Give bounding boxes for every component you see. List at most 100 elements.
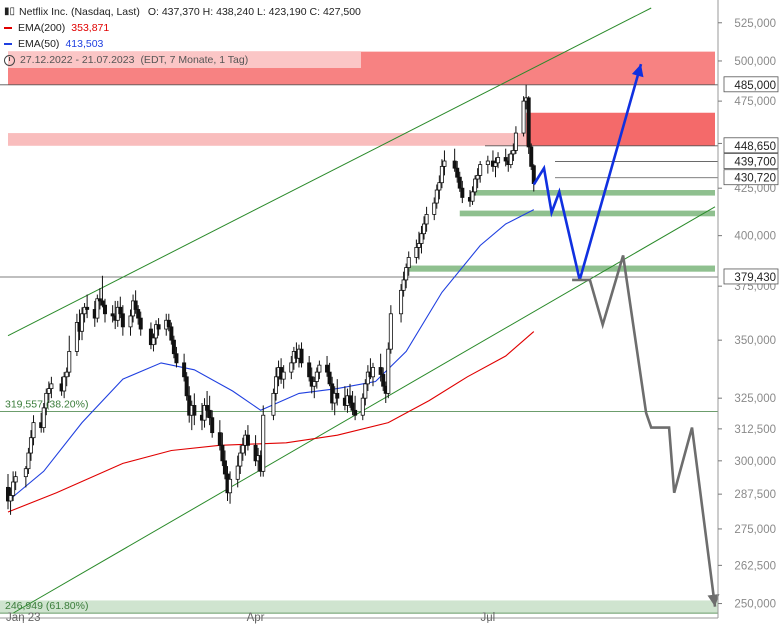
candle-body bbox=[496, 157, 501, 164]
ema50-label: EMA(50) bbox=[18, 38, 60, 50]
candle-body bbox=[182, 362, 187, 378]
candle-body bbox=[261, 414, 266, 472]
candle-body bbox=[100, 300, 105, 306]
y-tick-label: 425,000 bbox=[734, 183, 776, 195]
ema200-value: 353,871 bbox=[71, 22, 110, 34]
legend-title-row: ▮▯ Netflix Inc. (Nasdaq, Last) O: 437,37… bbox=[4, 4, 361, 20]
candle-body bbox=[174, 353, 179, 364]
candle-body bbox=[475, 174, 480, 180]
candle-body bbox=[325, 364, 330, 373]
legend-ema50[interactable]: EMA(50) 413,503 bbox=[4, 36, 361, 52]
candle-body bbox=[151, 337, 156, 346]
candle-body bbox=[511, 150, 516, 155]
candle-body bbox=[205, 405, 210, 411]
candle-body bbox=[312, 381, 317, 387]
candle-body bbox=[74, 322, 79, 352]
candle-body bbox=[317, 364, 322, 373]
candle-body bbox=[31, 422, 36, 439]
candle-body bbox=[307, 362, 312, 378]
candle-body bbox=[529, 146, 534, 167]
candle-body bbox=[416, 243, 421, 248]
level-badge-label: 379,430 bbox=[734, 272, 776, 284]
candle-body bbox=[28, 437, 33, 454]
level-badge-label: 430,720 bbox=[734, 173, 776, 185]
candle-body bbox=[485, 160, 490, 165]
y-tick-label: 400,000 bbox=[734, 231, 776, 243]
candle-body bbox=[26, 452, 31, 470]
candle-body bbox=[238, 452, 243, 467]
y-tick-label: 287,500 bbox=[734, 489, 776, 501]
y-tick-label: 262,500 bbox=[734, 560, 776, 572]
candle-body bbox=[365, 371, 370, 385]
candle-body bbox=[353, 409, 358, 416]
level-badge-box bbox=[723, 137, 779, 154]
candle-body bbox=[406, 257, 411, 268]
candle-body bbox=[128, 315, 133, 328]
candle-body bbox=[136, 309, 141, 319]
candle-body bbox=[240, 444, 245, 454]
ema50-value: 413,503 bbox=[65, 38, 104, 50]
x-axis: Jan 23 Apr Jul bbox=[6, 612, 495, 624]
candle-body bbox=[455, 167, 460, 178]
candle-body bbox=[401, 279, 406, 291]
y-tick-label: 312,500 bbox=[734, 424, 776, 436]
candle-body bbox=[508, 153, 513, 165]
date-range: 27.12.2022 - 21.07.2023 bbox=[20, 54, 135, 66]
candle-body bbox=[422, 223, 427, 235]
level-badge-box bbox=[723, 268, 779, 285]
candle-body bbox=[64, 371, 69, 378]
y-tick-label: 325,000 bbox=[734, 393, 776, 405]
candle-body bbox=[271, 392, 276, 416]
legend-ema200[interactable]: EMA(200) 353,871 bbox=[4, 20, 361, 36]
candle-body bbox=[437, 182, 442, 191]
fib-labels-layer: 319,557 (38.20%) 246,949 (61.80%) bbox=[5, 398, 88, 612]
candle-body bbox=[442, 160, 447, 167]
candle-body bbox=[493, 162, 498, 167]
candle-body bbox=[207, 409, 212, 419]
y-tick-label: 525,000 bbox=[734, 18, 776, 30]
candle-body bbox=[6, 486, 11, 502]
candle-body bbox=[473, 178, 478, 193]
candle-body bbox=[49, 383, 54, 389]
candle-body bbox=[513, 132, 518, 151]
candle-body bbox=[470, 191, 475, 202]
level-badge-box bbox=[723, 76, 779, 93]
candle-body bbox=[138, 317, 143, 330]
chart-legend: ▮▯ Netflix Inc. (Nasdaq, Last) O: 437,37… bbox=[4, 4, 361, 68]
candle-body bbox=[95, 298, 100, 319]
candle-body bbox=[202, 405, 207, 421]
candle-body bbox=[350, 402, 355, 411]
level-badge-box bbox=[723, 153, 779, 169]
candle-body bbox=[434, 189, 439, 204]
level-badge: 448,650 bbox=[723, 137, 779, 154]
candle-body bbox=[82, 306, 87, 315]
level-badge-label: 439,700 bbox=[734, 157, 776, 169]
candle-body bbox=[46, 388, 51, 394]
candle-body bbox=[439, 165, 444, 184]
y-tick-label: 300,000 bbox=[734, 456, 776, 468]
zone-resistance-light bbox=[8, 133, 527, 146]
candlestick-icon: ▮▯ bbox=[4, 6, 16, 17]
zone-fib-61 bbox=[0, 600, 718, 614]
zone-support-1 bbox=[475, 190, 715, 196]
candle-body bbox=[217, 432, 222, 446]
y-tick-label: 350,000 bbox=[734, 335, 776, 347]
level-badge-label: 485,000 bbox=[734, 80, 776, 92]
candle-body bbox=[120, 313, 125, 328]
ohlc-readout: O: 437,370 H: 438,240 L: 423,190 C: 427,… bbox=[147, 6, 361, 18]
candle-body bbox=[460, 187, 465, 198]
projection-layer bbox=[532, 63, 720, 607]
fib-label: 246,949 (61.80%) bbox=[5, 600, 88, 612]
level-badge-box bbox=[723, 169, 779, 186]
candle-body bbox=[228, 478, 233, 494]
candle-body bbox=[192, 405, 197, 416]
candle-body bbox=[62, 376, 67, 392]
level-badges-layer: 485,000 448,650 439,700 430,720 379,430 bbox=[723, 76, 779, 285]
candle-body bbox=[370, 367, 375, 378]
level-badge: 439,700 bbox=[723, 153, 779, 169]
candle-body bbox=[388, 313, 393, 350]
ema50-line bbox=[7, 209, 535, 502]
candle-body bbox=[235, 465, 240, 480]
candle-body bbox=[222, 460, 227, 475]
